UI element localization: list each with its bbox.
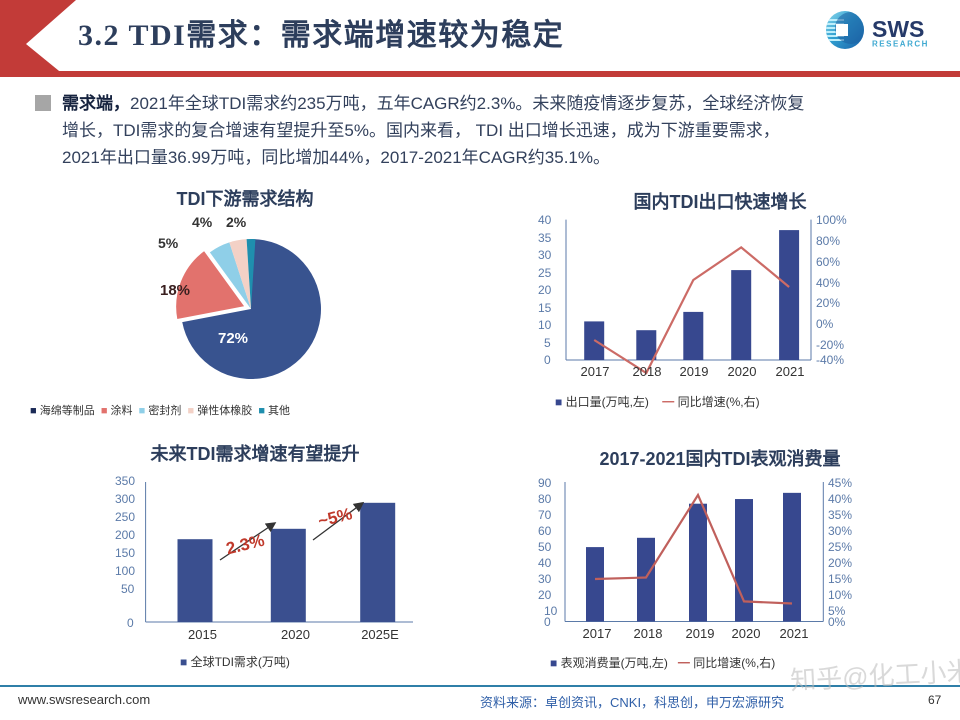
svg-text:RESEARCH: RESEARCH — [872, 40, 929, 49]
svg-text:SWS: SWS — [872, 16, 924, 42]
